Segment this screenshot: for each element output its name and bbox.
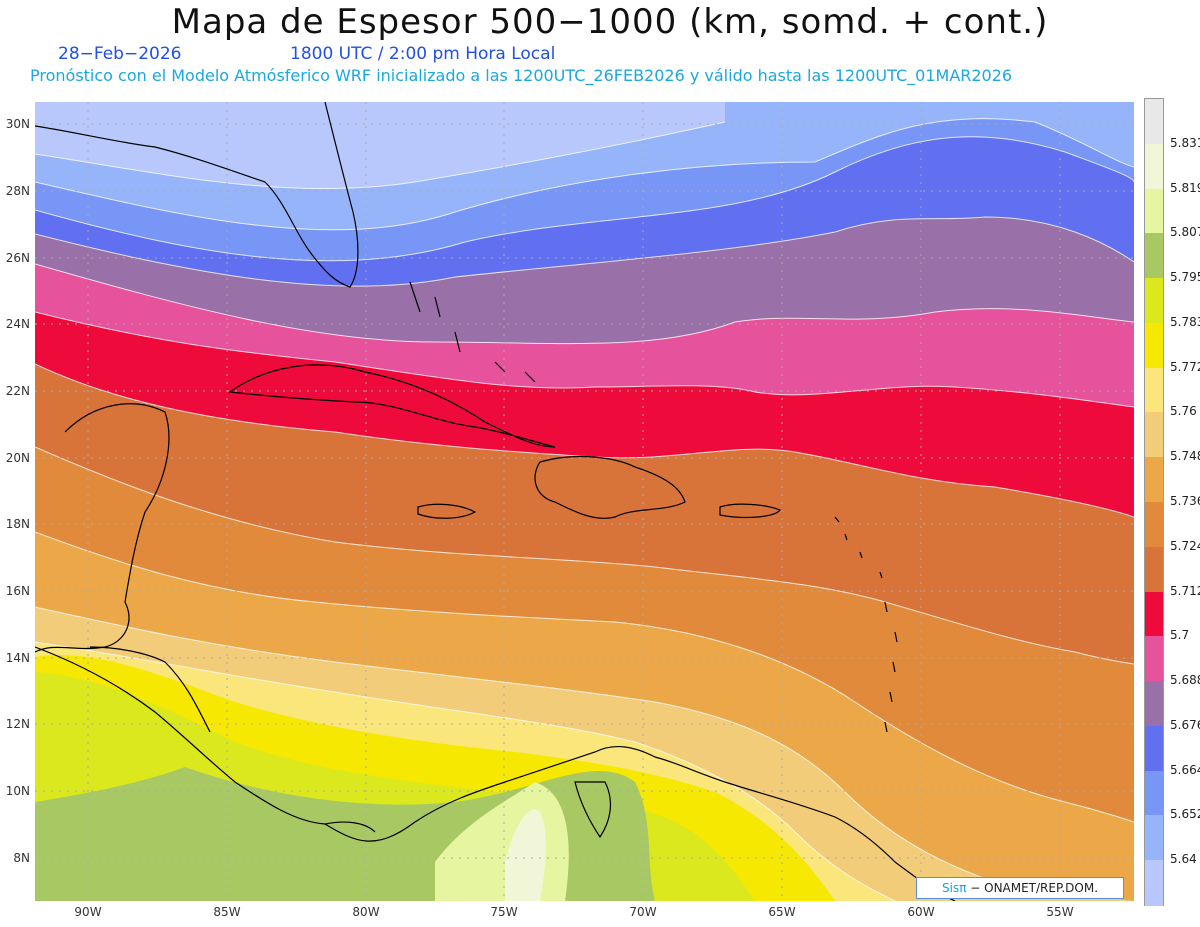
coastlines [35,102,956,901]
colorbar-level-label: 5.688 [1170,673,1200,688]
colorbar-level-label: 5.819 [1170,180,1200,195]
colorbar-segment [1145,636,1163,683]
lon-label: 85W [213,905,241,919]
lat-label: 12N [5,717,30,731]
lat-label: 8N [13,851,30,865]
lon-label: 75W [490,905,518,919]
lon-label: 80W [352,905,380,919]
credit-org: − ONAMET/REP.DOM. [970,881,1099,895]
colorbar-segment [1145,188,1163,235]
forecast-info: Pronóstico con el Modelo Atmósferico WRF… [30,66,1013,85]
colorbar-level-label: 5.772 [1170,359,1200,374]
lat-label: 30N [5,117,30,131]
colorbar-segment [1145,681,1163,727]
lat-label: 24N [5,317,30,331]
colorbar-level-label: 5.748 [1170,449,1200,464]
colorbar-segment [1145,770,1163,817]
colorbar-level-label: 5.712 [1170,583,1200,598]
colorbar-segment [1145,591,1163,638]
colorbar-level-label: 5.652 [1170,807,1200,822]
colorbar-segment [1145,412,1163,459]
colorbar-level-label: 5.7 [1170,628,1190,643]
colorbar-level-label: 5.795 [1170,270,1200,285]
lat-label: 28N [5,184,30,198]
thickness-map [35,102,1134,901]
colorbar-level-label: 5.664 [1170,762,1200,777]
lat-label: 16N [5,584,30,598]
lon-label: 60W [907,905,935,919]
lon-label: 70W [629,905,657,919]
colorbar-segment [1145,546,1163,593]
valid-time: 1800 UTC / 2:00 pm Hora Local [290,44,556,64]
colorbar-segment [1145,143,1163,190]
map-canvas [35,102,1134,901]
map-title: Mapa de Espesor 500−1000 (km, somd. + co… [171,2,1049,42]
colorbar-level-label: 5.831 [1170,135,1200,150]
lat-label: 10N [5,784,30,798]
lat-label: 18N [5,517,30,531]
colorbar-level-label: 5.724 [1170,538,1200,553]
colorbar [1144,98,1164,906]
lat-label: 20N [5,451,30,465]
colorbar-level-label: 5.676 [1170,717,1200,732]
band-5831 [505,809,546,901]
contour-lines [35,118,1134,901]
colorbar-level-label: 5.807 [1170,225,1200,240]
colorbar-level-label: 5.76 [1170,404,1197,419]
colorbar-segment [1145,278,1163,324]
lat-label: 22N [5,384,30,398]
valid-date: 28−Feb−2026 [58,44,182,64]
colorbar-segment [1145,725,1163,772]
lat-label: 26N [5,251,30,265]
credit-brand: Sisπ [941,881,967,895]
colorbar-segment [1145,322,1163,369]
colorbar-segment [1145,457,1163,503]
lat-label: 14N [5,651,30,665]
lon-label: 90W [74,905,102,919]
lon-label: 55W [1046,905,1074,919]
colorbar-segment [1145,860,1163,906]
colorbar-level-label: 5.64 [1170,852,1197,867]
colorbar-level-label: 5.783 [1170,314,1200,329]
lon-label: 65W [768,905,796,919]
colorbar-segment [1145,367,1163,414]
colorbar-segment [1145,99,1163,145]
colorbar-level-label: 5.736 [1170,494,1200,508]
colorbar-segment [1145,815,1163,862]
colorbar-segment [1145,502,1163,548]
graticule [35,102,1134,901]
colorbar-segment [1145,233,1163,280]
credit-box: Sisπ − ONAMET/REP.DOM. [916,877,1124,899]
